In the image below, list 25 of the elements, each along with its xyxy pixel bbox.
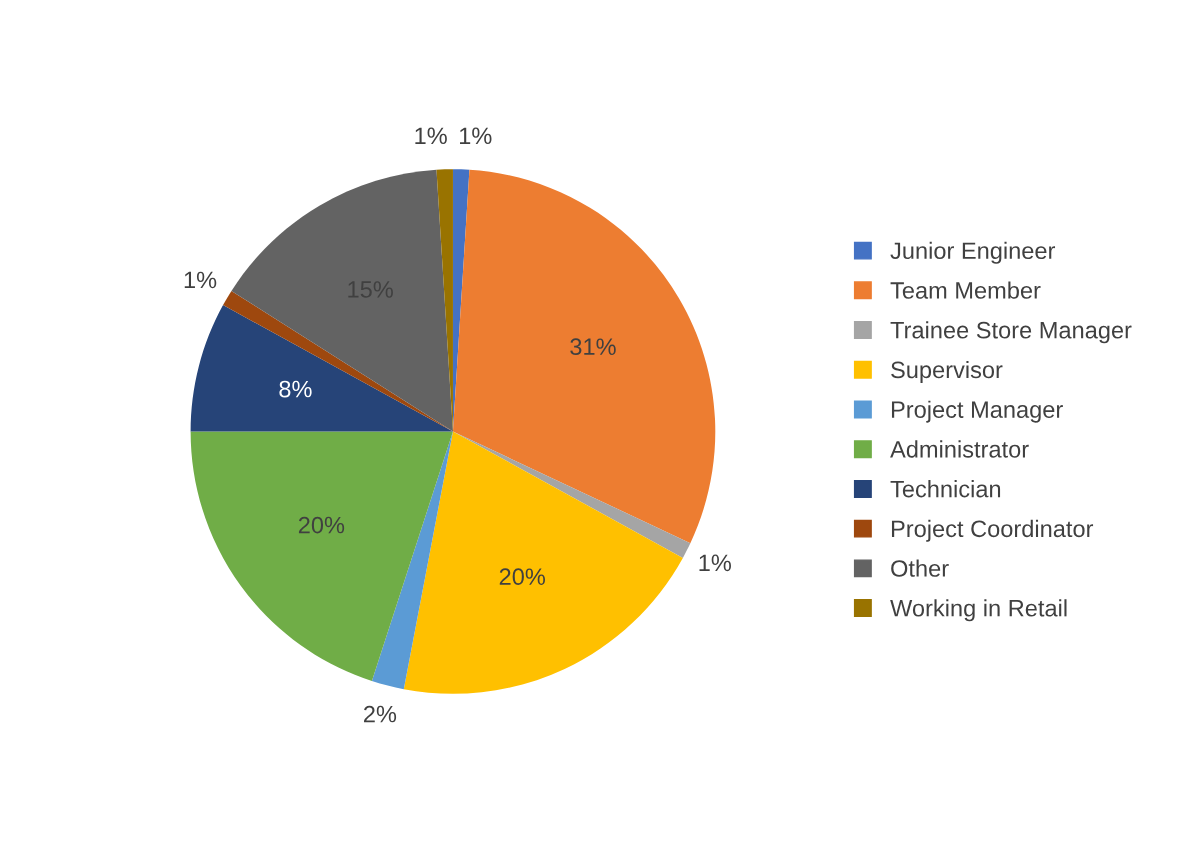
pie-slice [452, 169, 716, 544]
legend-label: Technician [890, 480, 1001, 498]
data-label: 1% [460, 127, 492, 145]
legend-label: Other [891, 559, 949, 577]
data-label: 1% [699, 554, 731, 572]
data-label: 1% [415, 127, 447, 145]
pie-slice [190, 305, 453, 432]
legend-label: Project Coordinator [891, 519, 1094, 542]
pie-slice [231, 169, 453, 432]
pie-slice [371, 431, 453, 690]
data-label: 31% [570, 338, 616, 356]
legend-label: Team Member [890, 281, 1041, 299]
data-label: 8% [279, 380, 312, 398]
legend-label: Junior Engineer [890, 241, 1056, 264]
data-label: 20% [298, 516, 345, 534]
legend-label: Administrator [890, 440, 1029, 458]
legend-label: Project Manager [891, 400, 1063, 423]
legend-label: Working in Retail [890, 599, 1067, 622]
data-label: 1% [184, 271, 217, 289]
legend-label: Trainee Store Manager [890, 321, 1132, 344]
pie-slice [190, 431, 453, 682]
data-label: 2% [364, 705, 397, 723]
data-label: 20% [499, 568, 546, 586]
pie-slice [403, 431, 683, 694]
legend-label: Supervisor [891, 360, 1003, 383]
